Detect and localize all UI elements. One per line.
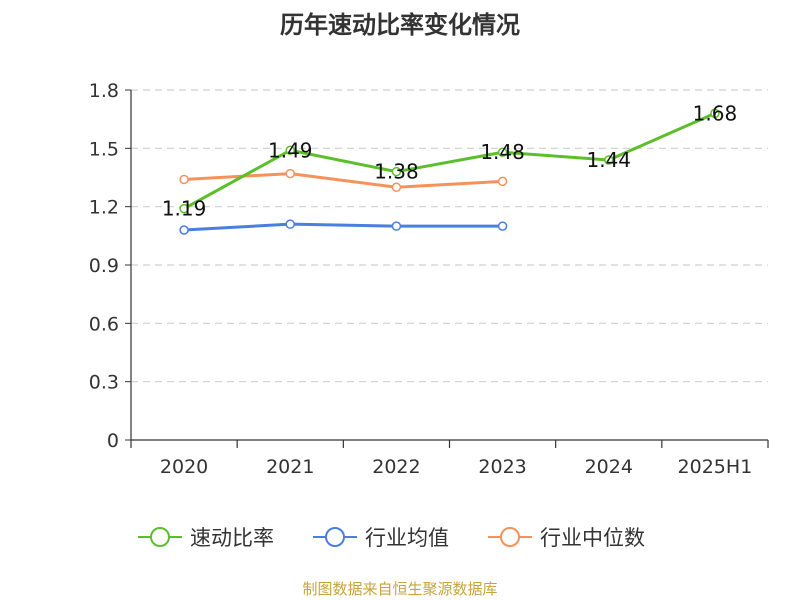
data-label: 1.68 <box>693 101 738 125</box>
series-line <box>184 172 503 189</box>
data-point <box>497 147 508 157</box>
x-tick-label: 2021 <box>266 456 314 478</box>
series-layer <box>179 108 720 235</box>
x-tick-label: 2022 <box>372 456 420 478</box>
data-label: 1.49 <box>268 138 313 162</box>
legend-label: 行业均值 <box>365 526 449 550</box>
legend-swatch-marker <box>150 527 170 547</box>
chart-title: 历年速动比率变化情况 <box>280 11 520 39</box>
x-tick-label: 2020 <box>160 456 208 478</box>
y-tick-label: 0.9 <box>89 255 119 277</box>
y-tick-label: 1.5 <box>89 138 119 160</box>
data-point <box>710 108 720 119</box>
x-tick-label: 2023 <box>478 456 526 478</box>
data-point <box>179 225 189 235</box>
data-label: 1.48 <box>480 140 525 164</box>
data-point <box>285 145 295 156</box>
series-line <box>184 222 503 232</box>
legend-item[interactable]: 行业均值 <box>313 526 449 550</box>
legend-swatch-marker <box>325 527 345 547</box>
y-tick-label: 0.3 <box>89 372 119 394</box>
grid <box>131 89 768 383</box>
data-point <box>179 203 189 214</box>
data-point <box>179 174 189 185</box>
x-tick-label: 2025H1 <box>678 456 753 478</box>
data-label: 1.19 <box>162 197 207 221</box>
data-label: 1.38 <box>374 160 419 184</box>
data-point <box>391 221 402 231</box>
data-label: 1.44 <box>586 148 631 172</box>
data-point <box>604 155 614 165</box>
data-point <box>497 176 508 187</box>
series-line <box>183 111 716 210</box>
data-point <box>285 168 295 179</box>
axes: 0 0.3 0.6 0.9 1.2 1.5 1.8 2020 2021 2022 2023 2024 2… <box>89 80 769 478</box>
data-point <box>391 166 402 177</box>
data-point <box>391 182 402 192</box>
source-note: 制图数据来自恒生聚源数据库 <box>302 580 497 598</box>
legend[interactable]: 速动比率 行业均值 行业中位数 <box>138 526 645 550</box>
data-labels: 1.19 1.49 1.38 1.48 1.44 1.68 <box>162 101 737 220</box>
x-tick-label: 2024 <box>585 456 633 478</box>
data-point <box>497 221 508 231</box>
legend-item[interactable]: 行业中位数 <box>488 526 645 550</box>
y-tick-label: 1.8 <box>89 80 119 102</box>
legend-label: 行业中位数 <box>540 526 645 550</box>
y-tick-label: 0.6 <box>89 313 119 335</box>
legend-swatch-marker <box>500 527 520 547</box>
data-point <box>285 219 295 229</box>
legend-label: 速动比率 <box>190 526 274 550</box>
y-tick-label: 0 <box>107 430 119 452</box>
legend-item[interactable]: 速动比率 <box>138 526 274 550</box>
y-tick-label: 1.2 <box>89 197 119 219</box>
